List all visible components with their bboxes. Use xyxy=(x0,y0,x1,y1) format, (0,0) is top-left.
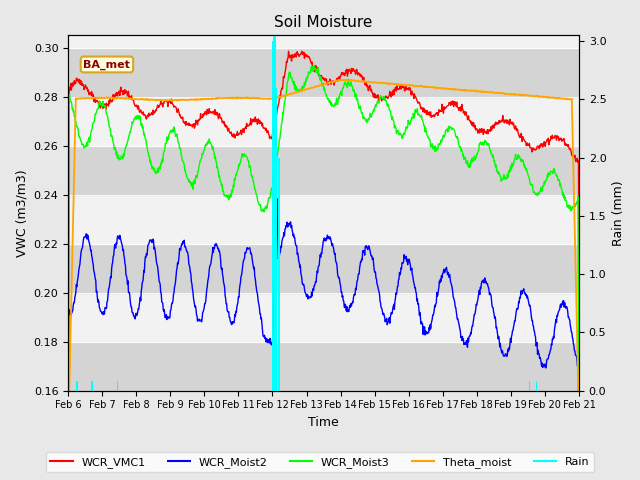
Bar xyxy=(116,382,118,391)
Y-axis label: Rain (mm): Rain (mm) xyxy=(612,180,625,246)
Bar xyxy=(68,195,579,244)
Bar xyxy=(68,342,579,391)
Title: Soil Moisture: Soil Moisture xyxy=(275,15,372,30)
Bar xyxy=(68,48,579,96)
Bar xyxy=(68,293,579,342)
Y-axis label: VWC (m3/m3): VWC (m3/m3) xyxy=(15,169,28,257)
Bar xyxy=(278,158,280,391)
Text: BA_met: BA_met xyxy=(83,60,131,70)
Bar xyxy=(76,382,77,391)
Bar xyxy=(271,41,273,391)
Bar xyxy=(275,88,276,391)
Bar xyxy=(68,145,579,195)
Bar xyxy=(536,382,537,391)
Bar xyxy=(529,382,531,391)
Bar xyxy=(68,36,579,48)
Legend: WCR_VMC1, WCR_Moist2, WCR_Moist3, Theta_moist, Rain: WCR_VMC1, WCR_Moist2, WCR_Moist3, Theta_… xyxy=(46,452,594,472)
Bar xyxy=(68,96,579,145)
Bar xyxy=(68,244,579,293)
X-axis label: Time: Time xyxy=(308,416,339,429)
Bar xyxy=(91,382,93,391)
